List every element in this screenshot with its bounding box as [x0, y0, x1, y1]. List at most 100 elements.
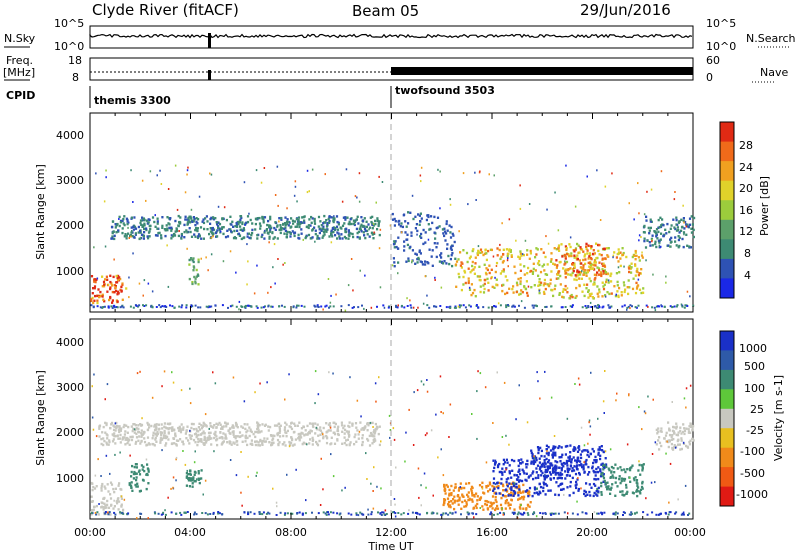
data-cell	[552, 451, 555, 455]
data-cell	[279, 511, 282, 514]
data-cell	[381, 181, 384, 183]
data-cell	[391, 212, 394, 216]
vel-cbar-tick-1000: 1000	[739, 342, 767, 355]
data-cell	[579, 460, 582, 463]
data-cell	[670, 435, 673, 439]
data-cell	[505, 248, 508, 251]
data-cell	[200, 469, 203, 472]
data-cell	[98, 425, 101, 428]
power-colorbar	[719, 121, 735, 299]
data-cell	[471, 413, 473, 415]
data-cell	[141, 417, 143, 420]
data-cell	[398, 219, 401, 223]
data-cell	[100, 489, 103, 492]
data-cell	[653, 306, 656, 309]
data-cell	[315, 426, 318, 429]
data-cell	[195, 268, 198, 272]
data-cell	[545, 273, 549, 276]
data-cell	[550, 252, 553, 255]
data-cell	[443, 501, 446, 504]
data-cell	[326, 223, 329, 226]
data-cell	[406, 238, 409, 241]
data-cell	[661, 223, 664, 226]
data-cell	[568, 467, 571, 471]
data-cell	[311, 443, 314, 446]
data-cell	[523, 306, 526, 309]
data-cell	[236, 443, 239, 446]
data-cell	[187, 216, 190, 220]
data-cell	[356, 235, 359, 239]
data-cell	[576, 458, 579, 461]
data-cell	[186, 221, 189, 224]
data-cell	[184, 511, 187, 514]
data-cell	[532, 470, 535, 473]
colorbar-swatch	[720, 278, 734, 299]
data-cell	[597, 307, 600, 309]
data-cell	[523, 472, 526, 475]
data-cell	[535, 491, 538, 494]
data-cell	[586, 249, 589, 252]
data-cell	[543, 465, 546, 468]
data-cell	[356, 399, 359, 402]
data-cell	[106, 483, 109, 486]
data-cell	[452, 234, 455, 237]
data-cell	[145, 473, 148, 476]
data-cell	[565, 246, 568, 250]
data-cell	[170, 511, 173, 514]
data-cell	[673, 426, 676, 429]
data-cell	[525, 472, 528, 475]
data-cell	[595, 306, 598, 309]
data-cell	[222, 440, 225, 443]
data-cell	[187, 166, 189, 169]
data-cell	[180, 237, 183, 240]
data-cell	[222, 232, 225, 236]
data-cell	[463, 271, 467, 274]
data-cell	[476, 437, 478, 440]
data-cell	[331, 227, 334, 231]
data-cell	[626, 308, 628, 311]
data-cell	[519, 292, 522, 296]
power-ytick-4000: 4000	[56, 129, 84, 142]
data-cell	[443, 230, 447, 233]
data-cell	[371, 227, 374, 230]
data-cell	[636, 494, 639, 498]
data-cell	[490, 268, 493, 271]
data-cell	[566, 464, 569, 467]
data-cell	[131, 429, 134, 433]
data-cell	[197, 430, 200, 433]
data-cell	[177, 234, 180, 238]
data-cell	[501, 222, 503, 225]
data-cell	[564, 462, 567, 465]
data-cell	[508, 464, 511, 467]
data-cell	[360, 512, 363, 515]
data-cell	[102, 298, 105, 301]
data-cell	[182, 450, 184, 452]
data-cell	[143, 279, 146, 282]
data-cell	[416, 389, 419, 392]
data-cell	[397, 304, 399, 307]
data-cell	[491, 484, 494, 488]
data-cell	[545, 457, 548, 461]
data-cell	[547, 466, 550, 470]
data-cell	[102, 508, 105, 511]
data-cell	[329, 424, 332, 428]
data-cell	[566, 417, 569, 420]
data-cell	[578, 445, 580, 447]
data-cell	[596, 487, 599, 491]
data-cell	[527, 494, 530, 498]
data-cell	[360, 428, 363, 431]
data-cell	[440, 256, 443, 259]
data-cell	[363, 227, 367, 231]
data-cell	[599, 469, 602, 472]
data-cell	[189, 429, 191, 432]
data-cell	[285, 423, 288, 426]
data-cell	[538, 278, 541, 281]
data-cell	[578, 251, 581, 254]
data-cell	[682, 441, 685, 444]
data-cell	[537, 448, 540, 452]
data-cell	[459, 264, 462, 267]
data-cell	[370, 433, 373, 436]
data-cell	[583, 471, 586, 474]
data-cell	[347, 435, 351, 438]
data-cell	[601, 471, 604, 475]
